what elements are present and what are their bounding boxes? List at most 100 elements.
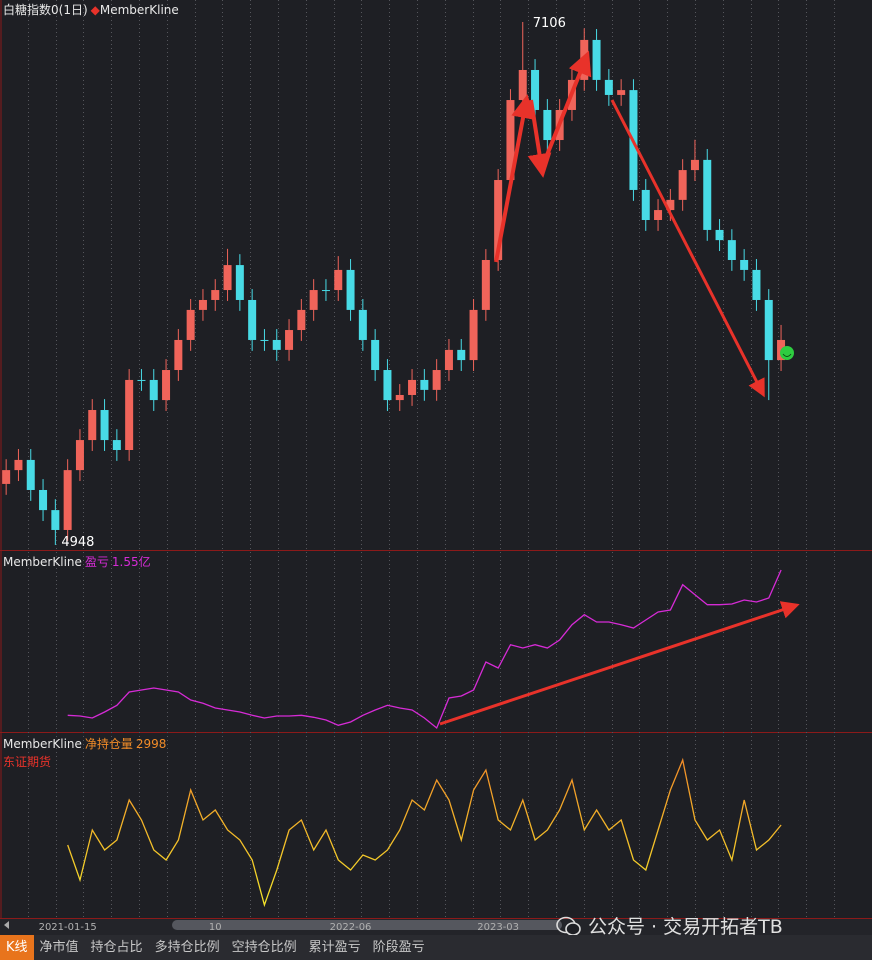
candle-body: [408, 379, 417, 395]
candle-body: [420, 379, 429, 390]
broker: 东证期货: [3, 755, 52, 769]
arrow: [610, 99, 765, 398]
symbol: 白糖指数0(1日): [3, 3, 88, 17]
candle-body: [260, 339, 269, 341]
series-line: [67, 569, 782, 730]
tab[interactable]: 多持仓比例: [154, 940, 220, 955]
latest-value: 1.55亿: [111, 555, 151, 569]
candle-body: [481, 259, 490, 310]
candle-body: [604, 79, 613, 95]
candle-body: [211, 290, 220, 300]
position-header: MemberKline 净持仓量 2998: [3, 735, 169, 752]
scroll-left[interactable]: [4, 921, 9, 929]
candle-body: [321, 290, 330, 292]
tab[interactable]: 净市值: [39, 940, 79, 955]
candle-body: [395, 394, 404, 401]
candle-body: [444, 349, 453, 371]
candle-body: [100, 410, 109, 441]
tab-bar: K线 净市值 持仓占比 多持仓比例 空持仓比例 累计盈亏 阶段盈亏: [0, 935, 872, 960]
arrow: [527, 99, 552, 178]
indicator: MemberKline: [3, 555, 82, 569]
series-name: 净持仓量: [84, 737, 133, 751]
indicator: MemberKline: [3, 737, 82, 751]
series-line: [67, 757, 782, 908]
main-header: 白糖指数0(1日) ◆MemberKline: [3, 3, 179, 17]
arrow: [543, 50, 592, 161]
tab[interactable]: 累计盈亏: [308, 940, 361, 955]
candle-body: [457, 349, 466, 361]
scrollbar: [172, 920, 562, 930]
candle-body: [371, 339, 380, 371]
candle-body: [125, 379, 134, 450]
arrow: [439, 601, 800, 726]
max-label: 7106: [533, 16, 566, 31]
latest-value: 2998: [135, 737, 167, 751]
x-tick-label: 10: [209, 922, 222, 933]
tab[interactable]: 阶段盈亏: [372, 940, 425, 955]
candle-body: [63, 470, 72, 530]
candle-body: [494, 180, 503, 260]
candle-body: [358, 309, 367, 340]
x-tick-label: 2021-01-15: [39, 922, 97, 933]
watermark: 公众号 · 交易开拓者TB: [556, 912, 783, 939]
candle-body: [740, 259, 749, 270]
arrows: [439, 50, 800, 726]
x-tick-label: 2022-06: [330, 922, 372, 933]
candle-body: [666, 199, 675, 211]
candle-body: [334, 269, 343, 291]
series-name: 盈亏: [84, 555, 109, 569]
legend: MemberKline: [99, 3, 179, 17]
arrow: [494, 94, 535, 263]
candle-body: [678, 170, 687, 200]
candle-body: [149, 379, 158, 401]
candle-body: [285, 330, 294, 350]
min-label: 4948: [61, 535, 94, 550]
candle-body: [617, 90, 626, 95]
candle-body: [543, 109, 552, 141]
candle-body: [383, 370, 392, 401]
candle-body: [2, 470, 11, 484]
candle-body: [654, 210, 663, 221]
candle-body: [14, 459, 23, 471]
candle-body: [39, 489, 48, 511]
candle-body: [641, 189, 650, 221]
candle-body: [346, 269, 355, 310]
tab[interactable]: K线: [0, 935, 34, 960]
candle-body: [162, 370, 171, 401]
candle-body: [715, 229, 724, 241]
candle-body: [727, 240, 736, 260]
candle-body: [112, 440, 121, 450]
candle-body: [297, 309, 306, 331]
candle-body: [223, 265, 232, 291]
candle-body: [26, 459, 35, 490]
candle-body: [592, 39, 601, 80]
tab[interactable]: 持仓占比: [90, 940, 143, 955]
x-tick-label: 2023-03: [477, 922, 519, 933]
candle-body: [518, 69, 527, 101]
candle-body: [469, 309, 478, 361]
candle-body: [137, 379, 146, 381]
tab[interactable]: 空持仓比例: [231, 940, 297, 955]
candle-body: [531, 69, 540, 110]
candle-body: [432, 370, 441, 390]
candle-body: [75, 440, 84, 471]
candle-body: [690, 159, 699, 171]
smiley: [780, 346, 794, 360]
watermark-text: 公众号 · 交易开拓者TB: [588, 916, 783, 938]
candle-body: [703, 159, 712, 230]
candle-body: [235, 265, 244, 300]
wechat-icon: [556, 916, 581, 936]
candle-body: [752, 269, 761, 300]
candle-body: [186, 309, 195, 340]
candle-body: [174, 339, 183, 371]
candle-body: [51, 510, 60, 530]
candle-body: [248, 299, 257, 340]
candle-body: [272, 339, 281, 350]
chart: 2021-01-15 10 2022-06 2023-03 7106 4948: [0, 0, 872, 935]
smiley-mouth: [782, 353, 792, 357]
candle-body: [198, 299, 207, 310]
candle-body: [764, 299, 773, 361]
profit-header: MemberKline 盈亏 1.55亿: [3, 553, 154, 570]
candle-body: [506, 100, 515, 181]
